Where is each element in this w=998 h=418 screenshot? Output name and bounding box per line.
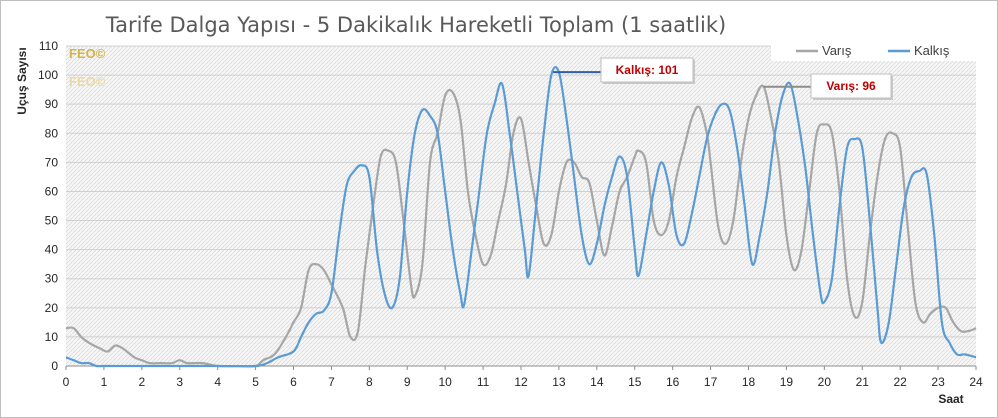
y-axis-label: Uçuş Sayısı	[15, 47, 29, 114]
y-tick-label: 110	[39, 39, 58, 53]
x-tick-label: 13	[552, 375, 566, 389]
y-tick-label: 50	[45, 214, 59, 228]
y-tick-label: 20	[45, 301, 59, 315]
x-tick-label: 8	[366, 375, 373, 389]
x-tick-label: 6	[290, 375, 297, 389]
x-tick-label: 24	[969, 375, 983, 389]
x-tick-label: 14	[590, 375, 604, 389]
x-tick-label: 15	[628, 375, 642, 389]
x-tick-label: 22	[893, 375, 907, 389]
x-tick-label: 4	[214, 375, 221, 389]
x-tick-label: 20	[818, 375, 832, 389]
x-tick-label: 17	[704, 375, 718, 389]
x-tick-label: 12	[514, 375, 528, 389]
x-tick-label: 1	[101, 375, 108, 389]
x-tick-label: 5	[252, 375, 259, 389]
x-axis-label: Saat	[938, 392, 963, 406]
legend-label: Kalkış	[914, 43, 950, 58]
x-tick-label: 10	[438, 375, 452, 389]
y-tick-label: 10	[45, 330, 59, 344]
x-tick-label: 11	[477, 375, 490, 389]
y-tick-label: 0	[51, 359, 58, 373]
callout-box	[810, 73, 892, 99]
callout-box	[600, 57, 694, 83]
x-tick-label: 21	[856, 375, 870, 389]
x-tick-label: 0	[63, 375, 70, 389]
y-tick-label: 80	[45, 126, 59, 140]
watermark-text-faded: FEO©	[69, 74, 106, 89]
x-tick-label: 16	[666, 375, 680, 389]
x-tick-label: 9	[404, 375, 411, 389]
legend-box	[771, 41, 976, 61]
callout-label: Kalkış: 101	[616, 63, 679, 77]
series-line-kalkis	[65, 65, 977, 368]
callout-label: Varış: 96	[826, 79, 876, 93]
y-tick-label: 40	[45, 243, 59, 257]
x-tick-label: 2	[138, 375, 145, 389]
y-tick-label: 30	[45, 272, 59, 286]
x-tick-label: 3	[176, 375, 183, 389]
watermark-text: FEO©	[69, 46, 106, 61]
legend-label: Varış	[822, 43, 852, 58]
chart-title: Tarife Dalga Yapısı - 5 Dakikalık Hareke…	[105, 13, 727, 37]
x-tick-label: 19	[780, 375, 794, 389]
series-line-varis	[65, 84, 977, 368]
y-tick-label: 90	[45, 97, 59, 111]
x-tick-label: 18	[742, 375, 756, 389]
x-tick-label: 7	[328, 375, 335, 389]
y-tick-label: 70	[45, 155, 59, 169]
y-tick-label: 100	[38, 68, 58, 82]
y-tick-label: 60	[45, 184, 59, 198]
x-tick-label: 23	[931, 375, 945, 389]
